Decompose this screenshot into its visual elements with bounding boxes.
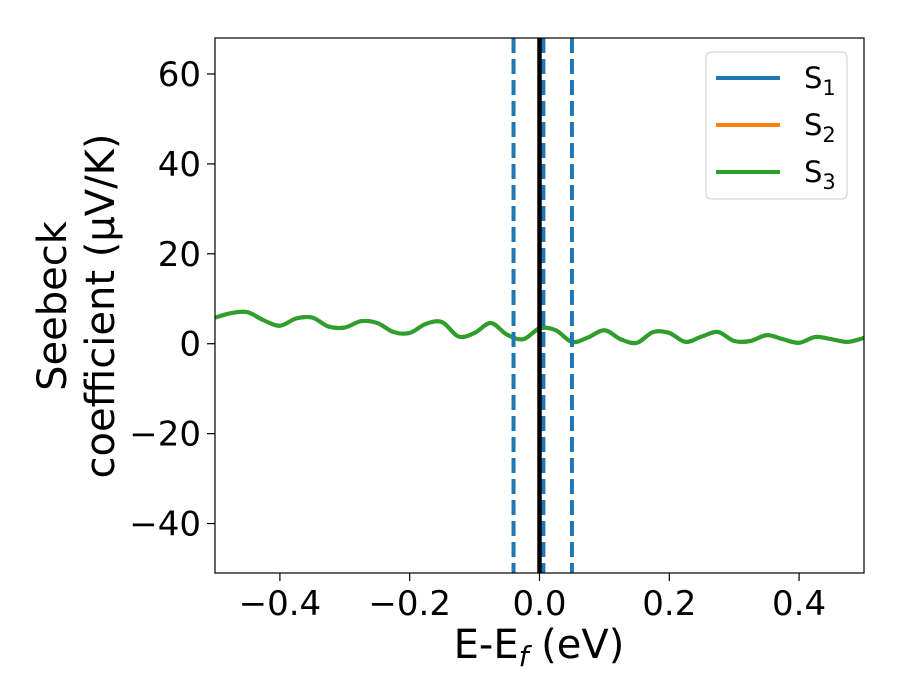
y-tick-label: 20 bbox=[158, 235, 201, 275]
y-tick-label: −40 bbox=[129, 505, 201, 545]
y-tick-label: 0 bbox=[179, 325, 201, 365]
x-tick-label: 0.2 bbox=[642, 584, 696, 624]
y-axis-label-line2: coefficient (μV/K) bbox=[78, 134, 124, 479]
x-tick-label: 0.4 bbox=[772, 584, 826, 624]
legend: S1 S2 S3 bbox=[705, 51, 848, 200]
y-tick-label: −20 bbox=[129, 415, 201, 455]
y-axis-label-line1: Seebeck bbox=[30, 220, 76, 391]
x-axis-label: E-Ef (eV) bbox=[454, 622, 625, 673]
axis-ticks: −0.4 −0.2 0.0 0.2 0.4 −40 −20 0 20 40 60 bbox=[129, 55, 826, 624]
x-tick-label: −0.4 bbox=[239, 584, 322, 624]
legend-label-s1: S1 bbox=[804, 61, 836, 100]
legend-items: S1 S2 S3 bbox=[716, 61, 836, 194]
vertical-lines bbox=[511, 38, 574, 573]
x-tick-label: 0.0 bbox=[512, 584, 566, 624]
legend-label-s2: S2 bbox=[804, 108, 836, 147]
y-tick-label: 60 bbox=[158, 55, 201, 95]
y-tick-label: 40 bbox=[158, 145, 201, 185]
legend-label-s3: S3 bbox=[804, 155, 836, 194]
x-tick-label: −0.2 bbox=[368, 584, 451, 624]
